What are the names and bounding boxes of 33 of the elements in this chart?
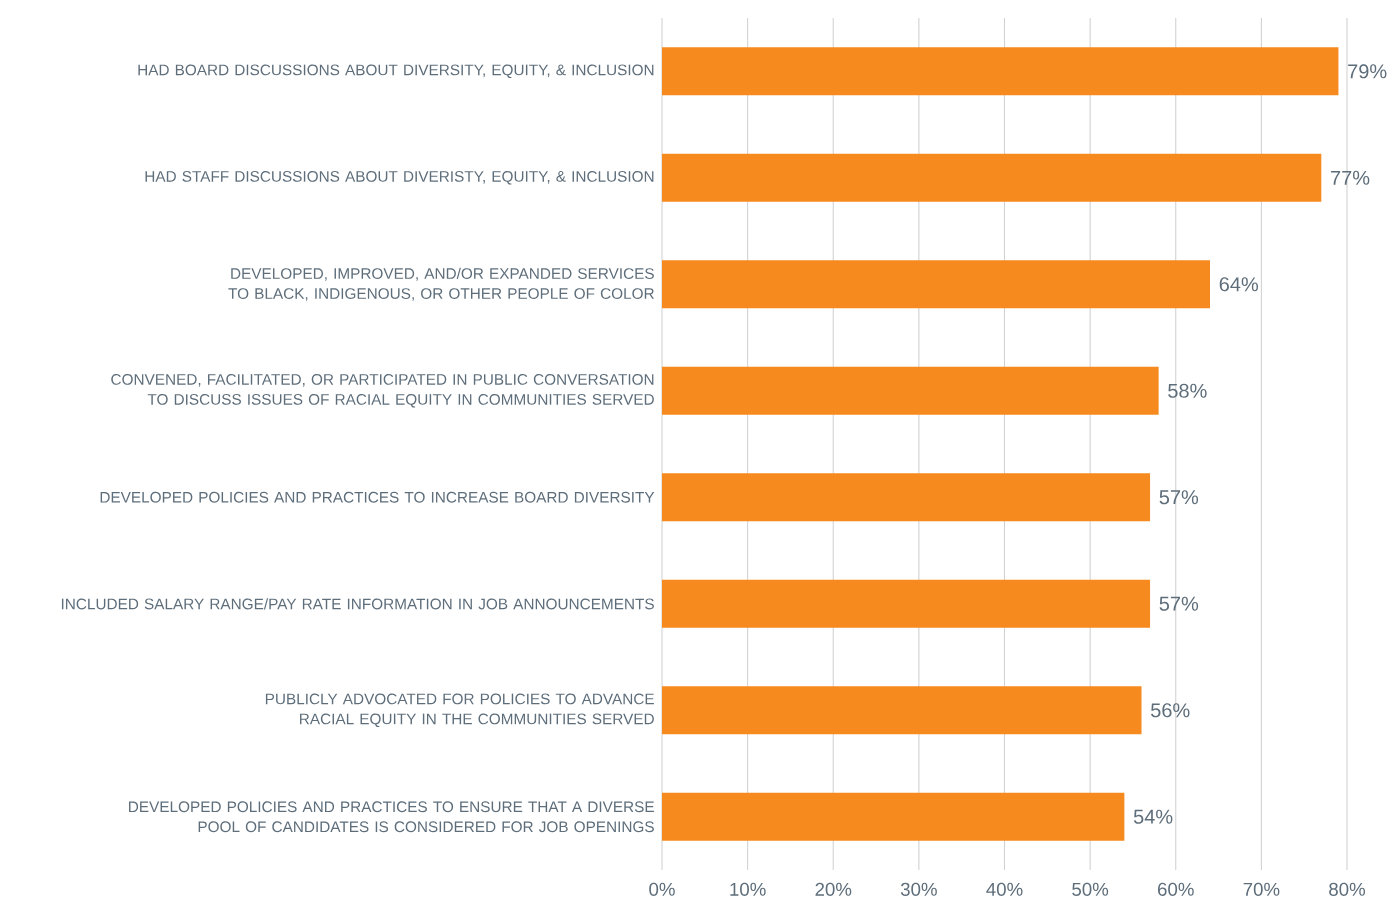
x-tick-label: 80% (1329, 882, 1366, 896)
bar (662, 579, 1151, 628)
bar (662, 686, 1142, 735)
bar (662, 366, 1159, 415)
y-tick-label: CONVENED, FACILITATED, OR PARTICIPATED IN PUBLIC CONVERSATION TO DISCUSS ISSUES OF RACIAL EQUITY IN COMMUNITIES SERVED (111, 373, 654, 408)
y-tick-label: DEVELOPED POLICIES AND PRACTICES TO INCREASE BOARD DIVERSITY (100, 491, 655, 503)
x-tick-label: 40% (986, 882, 1023, 896)
y-tick-label: HAD STAFF DISCUSSIONS ABOUT DIVERISTY, EQUITY, & INCLUSION (145, 170, 654, 185)
y-tick-label: HAD BOARD DISCUSSIONS ABOUT DIVERSITY, EQUITY, & INCLUSION (138, 64, 654, 79)
data-label: 57% (1159, 596, 1199, 611)
y-tick-label: INCLUDED SALARY RANGE/PAY RATE INFORMATION IN JOB ANNOUNCEMENTS (61, 598, 654, 610)
data-label: 64% (1219, 277, 1259, 292)
bar (662, 47, 1339, 96)
y-tick-label: DEVELOPED POLICIES AND PRACTICES TO ENSURE THAT A DIVERSE POOL OF CANDIDATES IS CONSIDERED FOR JOB OPENINGS (129, 801, 654, 833)
data-label: 79% (1348, 64, 1387, 79)
data-label: 57% (1159, 490, 1199, 505)
y-tick-label: DEVELOPED, IMPROVED, AND/OR EXPANDED SERVICES TO BLACK, INDIGENOUS, OR OTHER PEOPLE OF COLOR (228, 267, 654, 301)
bar (662, 260, 1210, 309)
data-label: 56% (1151, 703, 1190, 718)
x-tick-label: 70% (1243, 882, 1280, 896)
x-tick-label: 0% (649, 882, 675, 896)
x-tick-label: 30% (900, 882, 937, 896)
x-tick-label: 10% (730, 882, 766, 896)
data-label: 54% (1133, 809, 1173, 824)
x-tick-label: 20% (815, 882, 852, 896)
bar (662, 153, 1322, 202)
bar (662, 473, 1151, 522)
x-tick-label: 60% (1158, 882, 1194, 896)
x-tick-label: 50% (1072, 882, 1109, 896)
data-label: 58% (1168, 383, 1207, 398)
data-label: 77% (1331, 170, 1370, 185)
bar (662, 792, 1125, 841)
y-tick-label: PUBLICLY ADVOCATED FOR POLICIES TO ADVANCE RACIAL EQUITY IN THE COMMUNITIES SERVED (265, 693, 654, 728)
